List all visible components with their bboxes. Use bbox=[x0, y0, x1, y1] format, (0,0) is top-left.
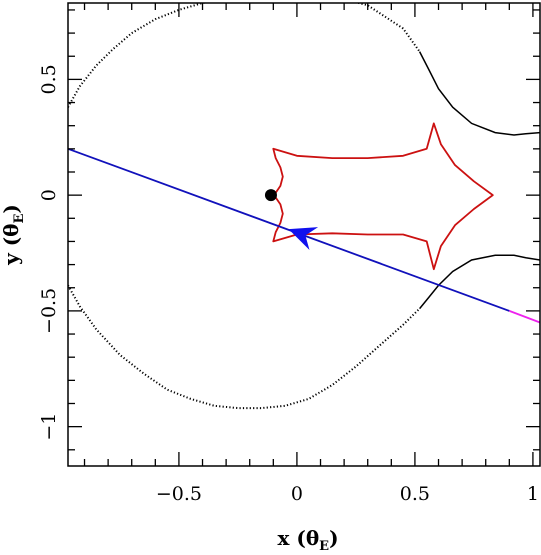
y-axis-label-suffix: ) bbox=[0, 204, 23, 213]
y-tick-label: 0 bbox=[38, 189, 60, 201]
source-trajectory-end-segment bbox=[508, 310, 540, 324]
critical-curve-lower-solid bbox=[419, 254, 540, 310]
tick-marks bbox=[68, 3, 540, 466]
lens-position-dot bbox=[264, 189, 277, 202]
y-axis-label: y (θE) bbox=[0, 204, 27, 266]
critical-curve-lower-dotted bbox=[68, 284, 421, 410]
x-axis-label-suffix: ) bbox=[329, 526, 338, 550]
x-axis-label-subscript: E bbox=[319, 539, 329, 554]
x-axis-label-prefix: x ( bbox=[277, 526, 305, 550]
y-tick-label: −1 bbox=[38, 413, 60, 441]
critical-curve-upper-solid bbox=[418, 51, 540, 136]
caustic-curve bbox=[272, 122, 494, 271]
x-tick-label: 1 bbox=[527, 483, 539, 505]
y-tick-label: −0.5 bbox=[38, 288, 60, 334]
source-trajectory-line bbox=[68, 147, 510, 312]
x-tick-label: 0.5 bbox=[400, 483, 430, 505]
y-axis-label-subscript: E bbox=[12, 214, 27, 224]
y-axis-label-prefix: y ( bbox=[0, 237, 23, 266]
tick-labels: −0.5 0 0.5 1 −1 −0.5 0 0.5 bbox=[38, 64, 539, 505]
trajectory-direction-arrow bbox=[288, 227, 319, 251]
x-axis-label-symbol: θ bbox=[306, 526, 319, 550]
critical-curve-upper-dotted bbox=[68, 3, 421, 108]
x-axis-label: x (θE) bbox=[277, 526, 338, 554]
y-tick-label: 0.5 bbox=[38, 64, 60, 94]
y-axis-label-symbol: θ bbox=[0, 224, 23, 237]
plot-data-layer bbox=[68, 3, 540, 410]
x-tick-label: 0 bbox=[291, 483, 303, 505]
plot-frame bbox=[67, 2, 541, 467]
x-tick-label: −0.5 bbox=[156, 483, 202, 505]
